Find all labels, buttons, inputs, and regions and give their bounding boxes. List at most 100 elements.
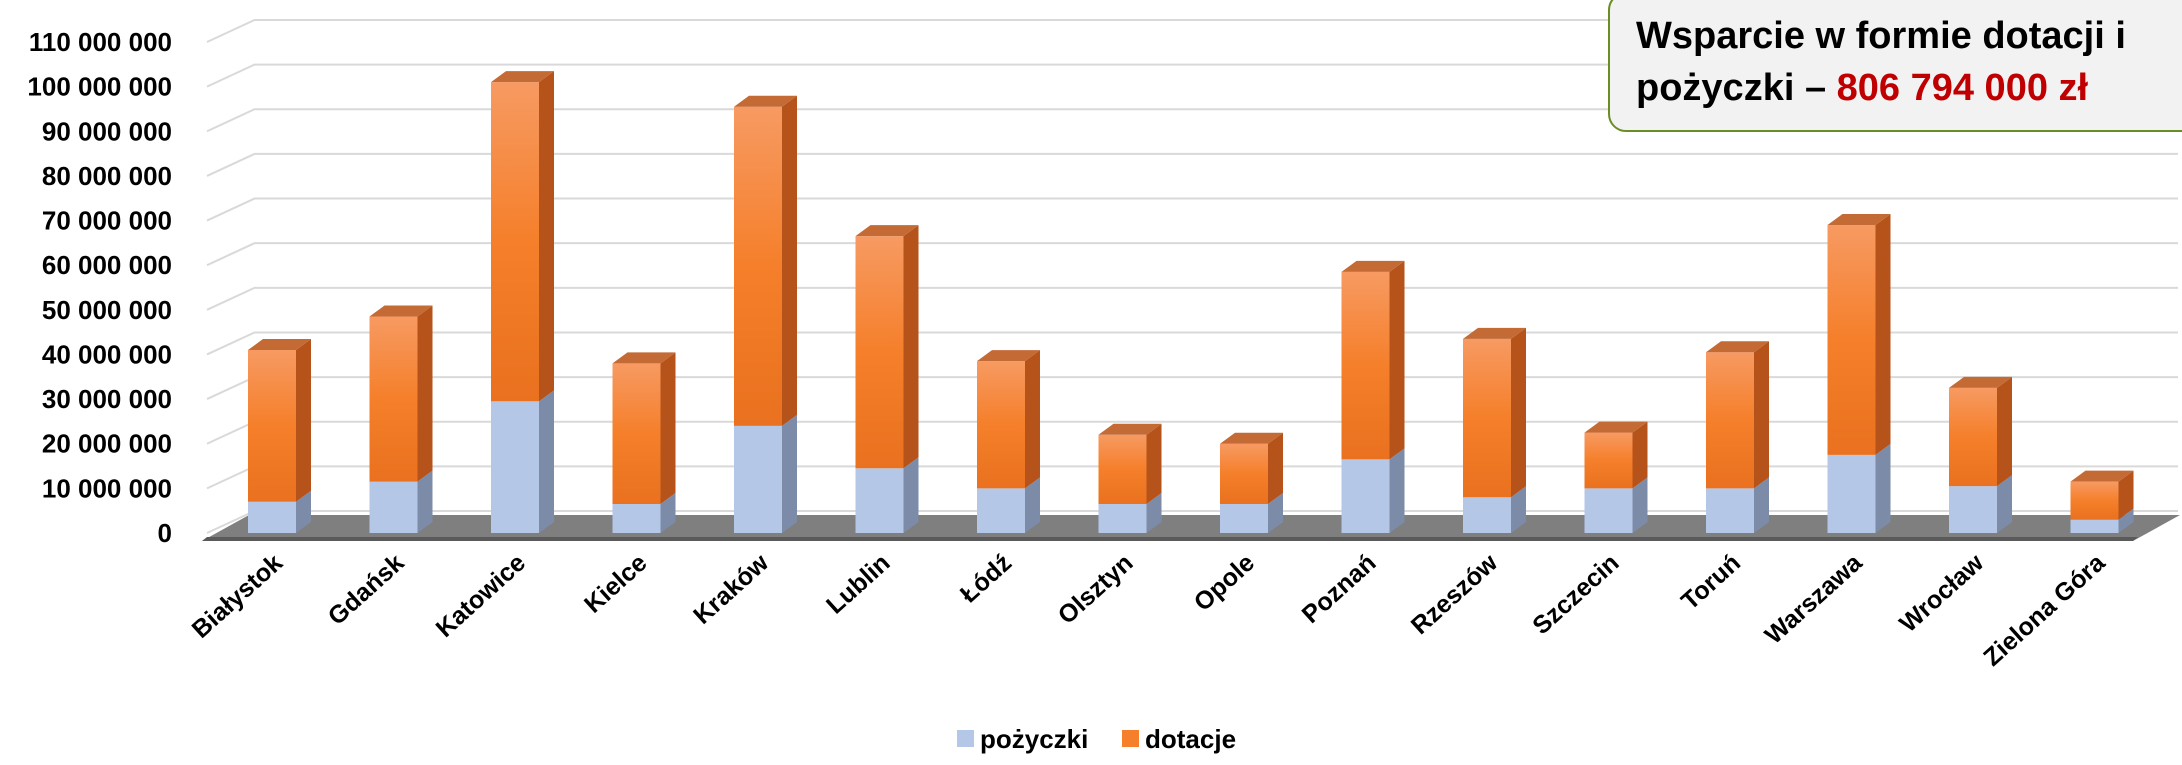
bar-stack: [612, 352, 676, 533]
callout-amount: 806 794 000 zł: [1836, 67, 2089, 109]
x-tick-label: Toruń: [1676, 549, 1746, 616]
x-axis-ticks: Białystok Gdańsk Katowice Kielce Kraków Lubli…: [187, 548, 2112, 672]
x-tick-label: Opole: [1189, 549, 1260, 617]
y-tick-label: 20 000 000: [42, 429, 172, 459]
bar-dotacje: [1098, 434, 1147, 504]
bar-dotacje-top: [734, 95, 797, 107]
bar-pozyczki-side: [1268, 492, 1283, 533]
bar-dotacje-side: [1268, 432, 1283, 504]
bar-pozyczki: [1463, 497, 1511, 533]
bar-dotacje-side: [539, 71, 554, 402]
bar-pozyczki: [248, 501, 296, 533]
legend: pożyczki dotacje: [957, 724, 1236, 754]
bar-stack: [1949, 376, 2012, 533]
bar-dotacje-top: [1341, 260, 1405, 272]
chart-floor: [202, 515, 2180, 541]
bar-dotacje-side: [1389, 260, 1405, 460]
y-tick-label: 70 000 000: [42, 206, 172, 236]
bar-stack: [2070, 470, 2134, 533]
bar-stack: [369, 305, 433, 533]
bar-stack: [1341, 260, 1405, 533]
bar-dotacje: [1827, 225, 1876, 455]
bar-pozyczki-side: [903, 457, 919, 533]
gridline: [206, 286, 2178, 311]
bar-pozyczki-side: [782, 414, 797, 533]
callout-line-1: Wsparcie w formie dotacji i: [1636, 15, 2126, 57]
x-tick-label: Warszawa: [1760, 548, 1869, 650]
x-tick-label: Poznań: [1297, 549, 1382, 629]
bar-stack: [1584, 421, 1648, 533]
x-tick-label: Zielona Góra: [1978, 548, 2111, 672]
bar-stack: [1827, 214, 1891, 533]
gridline: [206, 242, 2178, 267]
bar-dotacje-top: [1098, 423, 1162, 435]
bar-pozyczki: [855, 468, 904, 533]
bar-pozyczki-side: [1875, 443, 1891, 533]
bar-dotacje-side: [1632, 421, 1648, 489]
bar-pozyczki: [1949, 486, 1997, 533]
bar-dotacje: [977, 361, 1025, 489]
bar-dotacje-side: [1875, 214, 1891, 455]
bar-pozyczki: [1827, 454, 1876, 533]
y-tick-label: 60 000 000: [42, 250, 172, 280]
bar-dotacje-top: [2070, 470, 2134, 482]
bars: [248, 71, 2134, 533]
bar-stack: [248, 338, 311, 533]
bar-stack: [491, 71, 554, 533]
x-tick-label: Rzeszów: [1406, 548, 1504, 640]
bar-dotacje: [734, 106, 782, 426]
bar-dotacje: [369, 316, 418, 482]
y-tick-label: 80 000 000: [42, 161, 172, 191]
floor-shadow: [202, 515, 2180, 541]
bar-pozyczki-side: [1632, 477, 1648, 533]
x-tick-label: Wrocław: [1894, 548, 1989, 638]
bar-dotacje-top: [1949, 376, 2012, 388]
bar-pozyczki-side: [417, 470, 433, 533]
bar-pozyczki: [1706, 488, 1754, 533]
bar-dotacje-side: [1025, 350, 1040, 489]
bar-pozyczki-side: [296, 490, 311, 533]
bar-stack: [1098, 423, 1162, 533]
x-tick-label: Białystok: [187, 549, 288, 644]
bar-pozyczki-side: [2118, 508, 2134, 533]
y-tick-label: 50 000 000: [42, 295, 172, 325]
x-tick-label: Katowice: [431, 549, 531, 643]
legend-label: dotacje: [1145, 724, 1236, 754]
gridline: [206, 197, 2178, 222]
y-axis-ticks: 0 10 000 000 20 000 000 30 000 000 40 000 00…: [27, 27, 172, 548]
bar-pozyczki: [491, 401, 539, 533]
bar-dotacje-side: [1754, 341, 1769, 489]
bar-pozyczki: [977, 488, 1025, 533]
x-tick-label: Olsztyn: [1053, 549, 1139, 630]
bar-pozyczki: [2070, 519, 2119, 533]
total-support-callout: Wsparcie w formie dotacji i pożyczki – 8…: [1608, 0, 2182, 132]
gridline: [206, 152, 2178, 177]
bar-pozyczki: [734, 425, 782, 533]
callout-line-2: pożyczki – 806 794 000 zł: [1636, 62, 2182, 114]
bar-dotacje: [1584, 432, 1633, 489]
bar-dotacje: [248, 349, 296, 502]
bar-dotacje-top: [1706, 341, 1769, 353]
bar-pozyczki: [1220, 503, 1268, 533]
y-tick-label: 90 000 000: [42, 116, 172, 146]
bar-dotacje-side: [782, 95, 797, 426]
y-tick-label: 110 000 000: [29, 27, 172, 57]
bar-pozyczki: [1584, 488, 1633, 533]
legend-swatch: [957, 730, 974, 747]
bar-pozyczki: [612, 503, 661, 533]
bar-dotacje-side: [1146, 423, 1162, 504]
gridline: [206, 331, 2178, 356]
bar-pozyczki-side: [539, 390, 554, 533]
x-tick-label: Lublin: [821, 549, 895, 620]
bar-pozyczki-side: [1025, 477, 1040, 533]
bar-pozyczki-side: [1146, 492, 1162, 533]
bar-dotacje: [855, 236, 904, 469]
bar-pozyczki: [1098, 503, 1147, 533]
bar-stack: [734, 95, 797, 533]
bar-dotacje-top: [855, 225, 919, 237]
bar-stack: [1220, 432, 1283, 533]
bar-dotacje: [1463, 338, 1511, 498]
legend-label: pożyczki: [980, 724, 1088, 754]
bar-dotacje-top: [1584, 421, 1648, 433]
